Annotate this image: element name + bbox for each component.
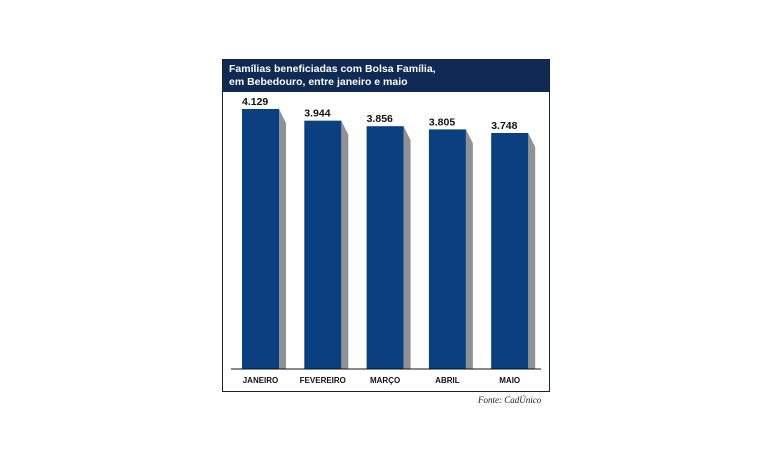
value-label: 3.805 [429,116,455,128]
bar-março [366,126,404,369]
bar-fevereiro [304,120,342,369]
category-label: MARÇO [370,376,400,385]
value-label: 4.129 [242,96,268,108]
bar-shadow [403,126,411,369]
bar-abril [428,129,466,369]
source-note: Fonte: CadÚnico [478,395,542,405]
bar-maio [491,132,529,369]
bar-chart: 4.129 JANEIRO 3.944 FEVEREIRO 3.856 MARÇO 3.80… [231,96,541,385]
bar-shadow [465,129,473,369]
chart-frame: Famílias beneficiadas com Bolsa Família,… [222,59,550,392]
chart-title-banner: Famílias beneficiadas com Bolsa Família,… [223,60,549,92]
category-label: ABRIL [435,376,460,385]
bar-janeiro [242,109,279,369]
category-label: MAIO [499,376,520,385]
category-label: FEVEREIRO [300,376,346,385]
value-label: 3.856 [367,113,393,125]
chart-title-line-2: em Bebedouro, entre janeiro e maio [229,76,408,88]
bar-shadow [279,109,286,369]
bar-shadow [528,132,536,369]
bar-shadow [341,120,349,369]
value-label: 3.748 [491,120,517,132]
chart-title-line-1: Famílias beneficiadas com Bolsa Família, [229,63,436,75]
value-label: 3.944 [304,108,330,120]
category-label: JANEIRO [243,376,279,385]
